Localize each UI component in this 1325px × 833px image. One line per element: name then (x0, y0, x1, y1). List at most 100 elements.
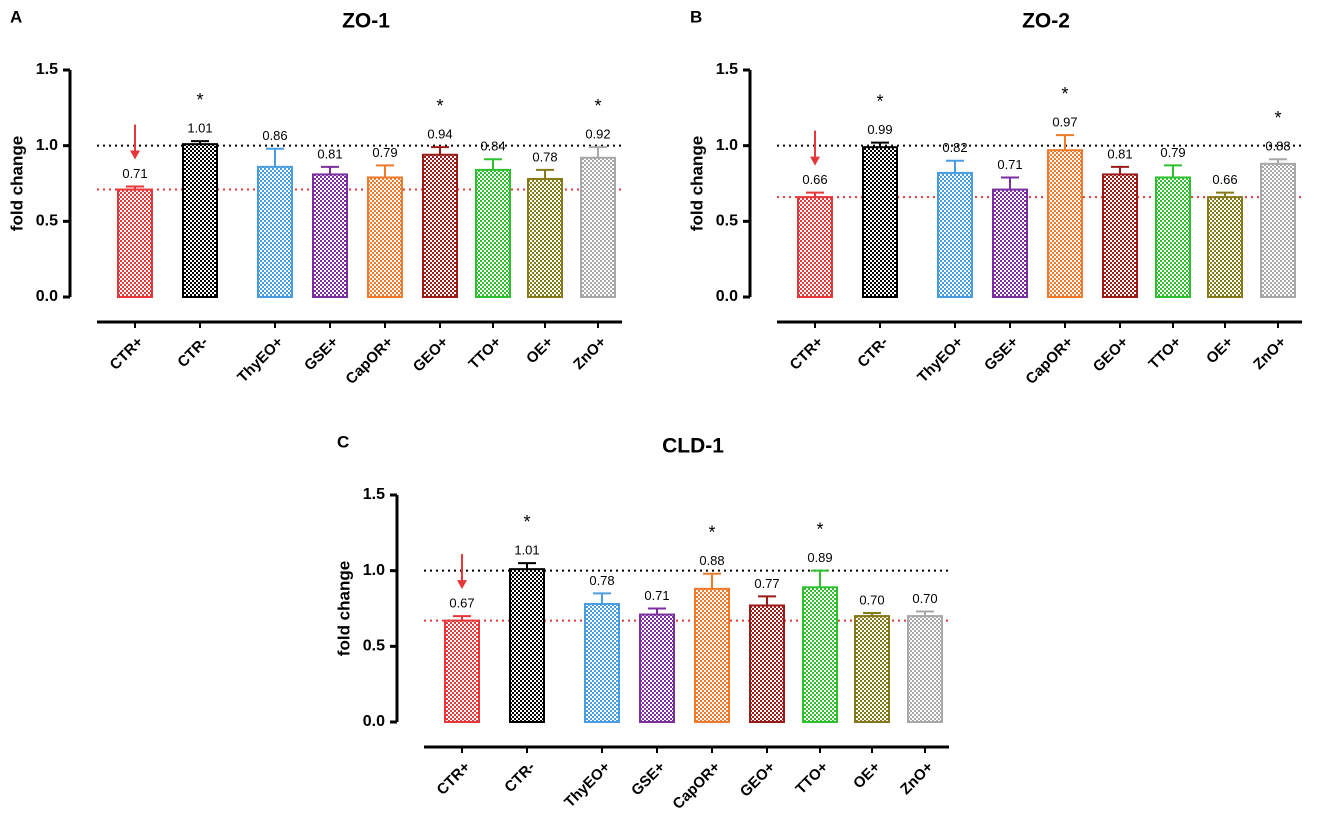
x-tick-label: GEO+ (737, 758, 779, 800)
x-tick-label: CTR- (501, 759, 538, 796)
significance-mark: * (876, 91, 883, 111)
chart-title: ZO-2 (1022, 10, 1070, 33)
x-tick-label: OE+ (1203, 333, 1237, 367)
value-label: 0.79 (372, 145, 397, 160)
y-tick-label: 0.5 (363, 638, 385, 655)
chart-title: CLD-1 (662, 435, 724, 458)
y-tick-label: 1.5 (363, 486, 385, 503)
y-tick-label: 0.0 (716, 288, 738, 305)
chart-title: ZO-1 (342, 10, 390, 33)
x-tick-label: CTR- (174, 334, 211, 371)
x-tick-label: ThyEO+ (914, 333, 967, 386)
y-tick-label: 0.5 (716, 213, 738, 230)
value-label: 1.01 (514, 543, 539, 558)
value-label: 0.78 (589, 573, 614, 588)
y-tick-label: 1.5 (36, 61, 58, 78)
value-label: 0.97 (1052, 115, 1077, 130)
bar (802, 586, 838, 724)
bar (257, 165, 293, 298)
value-label: 1.01 (187, 121, 212, 136)
y-tick-label: 0.5 (36, 213, 58, 230)
value-label: 0.82 (942, 140, 967, 155)
value-label: 0.84 (480, 139, 505, 154)
x-tick-label: TTO+ (465, 333, 504, 372)
x-tick-label: ThyEO+ (234, 333, 287, 386)
value-label: 0.81 (1107, 146, 1132, 161)
significance-mark: * (708, 522, 715, 542)
bar (937, 171, 973, 298)
bar (639, 613, 675, 724)
x-tick-label: GSE+ (628, 758, 669, 799)
value-label: 0.99 (867, 122, 892, 137)
bar (367, 176, 403, 299)
arrow-head (457, 580, 467, 590)
arrow-head (810, 156, 820, 166)
y-tick-label: 1.0 (36, 137, 58, 154)
bar (992, 188, 1028, 298)
x-tick-label: CTR+ (434, 758, 474, 798)
value-label: 0.71 (122, 166, 147, 181)
significance-mark: * (196, 90, 203, 110)
bar (1260, 162, 1296, 298)
value-label: 0.66 (1212, 172, 1237, 187)
y-axis-label: fold change (7, 136, 26, 231)
value-label: 0.94 (427, 127, 452, 142)
x-tick-label: OE+ (523, 333, 557, 367)
value-label: 0.88 (699, 553, 724, 568)
significance-mark: * (594, 96, 601, 116)
x-tick-label: OE+ (850, 758, 884, 792)
bar (694, 587, 730, 723)
x-tick-label: TTO+ (1145, 333, 1184, 372)
value-label: 0.66 (802, 172, 827, 187)
y-tick-label: 1.0 (716, 137, 738, 154)
significance-mark: * (436, 96, 443, 116)
significance-mark: * (523, 512, 530, 532)
value-label: 0.88 (1265, 139, 1290, 154)
value-label: 0.70 (912, 591, 937, 606)
bar (444, 619, 480, 724)
value-label: 0.79 (1160, 145, 1185, 160)
x-tick-label: CTR+ (787, 333, 827, 373)
bar (117, 188, 153, 298)
y-tick-label: 1.0 (363, 562, 385, 579)
bar (749, 604, 785, 723)
x-tick-label: CapOR+ (1022, 333, 1076, 387)
x-tick-label: CapOR+ (342, 333, 396, 387)
bar (854, 615, 890, 723)
value-label: 0.81 (317, 146, 342, 161)
bar (584, 602, 620, 724)
bar (422, 153, 458, 298)
value-label: 0.71 (997, 157, 1022, 172)
significance-mark: * (816, 519, 823, 539)
panel-label: A (10, 7, 22, 26)
significance-mark: * (1274, 108, 1281, 128)
x-tick-label: GEO+ (410, 333, 452, 375)
bar (862, 146, 898, 298)
x-tick-label: GEO+ (1090, 333, 1132, 375)
x-tick-label: TTO+ (792, 758, 831, 797)
value-label: 0.70 (859, 592, 884, 607)
value-label: 0.78 (532, 149, 557, 164)
bar (312, 173, 348, 298)
bar (1155, 176, 1191, 299)
bar (475, 168, 511, 299)
y-axis-label: fold change (687, 136, 706, 231)
bar (1102, 173, 1138, 298)
y-tick-label: 0.0 (36, 288, 58, 305)
arrow-head (130, 150, 140, 160)
x-tick-label: ZnO+ (570, 333, 610, 373)
bar (580, 156, 616, 298)
x-tick-label: GSE+ (981, 333, 1022, 374)
x-tick-label: GSE+ (301, 333, 342, 374)
y-tick-label: 1.5 (716, 61, 738, 78)
value-label: 0.89 (807, 550, 832, 565)
x-tick-label: ZnO+ (897, 758, 937, 798)
x-tick-label: CTR- (854, 334, 891, 371)
bar (1047, 149, 1083, 298)
panel-label: C (337, 432, 349, 451)
panel-label: B (690, 7, 702, 26)
bar (182, 143, 218, 298)
x-tick-label: ThyEO+ (561, 758, 614, 811)
value-label: 0.67 (449, 596, 474, 611)
bar (509, 568, 545, 723)
